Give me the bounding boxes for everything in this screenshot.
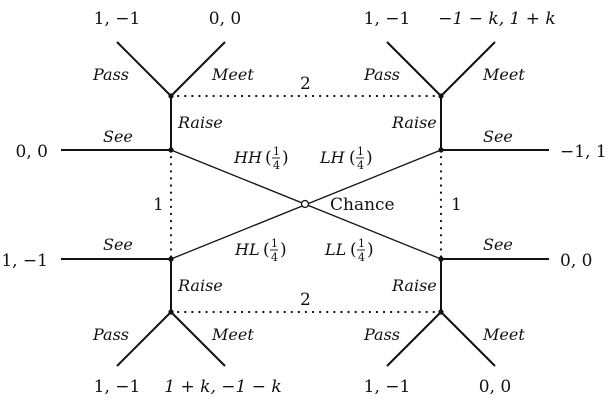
svg-text:1: 1 <box>357 145 364 158</box>
pass-edge-top-right <box>386 41 442 97</box>
chance-node <box>300 199 310 209</box>
svg-text:(: ( <box>263 240 270 260</box>
pass-edge-bottom-right <box>386 311 442 367</box>
svg-text:1: 1 <box>273 145 280 158</box>
payoff-bottom-right-pass: 1, −1 <box>364 377 411 397</box>
meet-edge-bottom-left <box>170 311 226 367</box>
action-label-see-lower-left: See <box>103 235 133 254</box>
node-p2-top-right <box>438 93 444 99</box>
info-set-bottom-label: 2 <box>300 290 311 310</box>
action-label-meet-top-left: Meet <box>211 65 254 84</box>
meet-edge-bottom-right <box>440 311 496 367</box>
action-label-see-lower-right: See <box>483 235 513 254</box>
svg-text:HH: HH <box>233 148 263 167</box>
action-label-raise-upper-right: Raise <box>391 113 437 132</box>
action-label-meet-bottom-right: Meet <box>482 325 525 344</box>
node-p2-bottom-left <box>168 309 174 315</box>
svg-text:): ) <box>366 148 373 168</box>
pass-edge-top-left <box>116 41 172 97</box>
action-label-raise-upper-left: Raise <box>177 113 223 132</box>
payoff-right-lower-see: 0, 0 <box>560 251 592 271</box>
svg-text:(: ( <box>350 240 357 260</box>
payoff-left-upper-see: 0, 0 <box>16 142 48 162</box>
payoff-bottom-right-meet: 0, 0 <box>479 377 511 397</box>
payoff-left-lower-see: 1, −1 <box>1 251 48 271</box>
payoff-top-left-pass: 1, −1 <box>94 9 141 29</box>
svg-text:1: 1 <box>271 237 278 250</box>
node-p1-lower-right <box>438 256 444 262</box>
payoff-top-right-meet: −1 − k, 1 + k <box>438 9 555 29</box>
action-label-raise-lower-right: Raise <box>391 276 437 295</box>
svg-text:(: ( <box>349 148 356 168</box>
meet-edge-top-right <box>440 41 496 97</box>
action-label-pass-top-left: Pass <box>92 65 129 84</box>
svg-text:LL: LL <box>324 240 346 259</box>
chance-branch-hl-label: HL ( 1 4 ) <box>234 237 287 264</box>
info-set-right-label: 1 <box>451 195 462 215</box>
action-label-pass-top-right: Pass <box>363 65 400 84</box>
svg-text:LH: LH <box>319 148 346 167</box>
meet-edge-top-left <box>170 41 226 97</box>
svg-text:HL: HL <box>234 240 260 259</box>
svg-text:1: 1 <box>358 237 365 250</box>
action-label-pass-bottom-right: Pass <box>363 325 400 344</box>
info-set-top-label: 2 <box>300 74 311 94</box>
node-p1-lower-left <box>168 256 174 262</box>
node-p1-upper-left <box>168 147 174 153</box>
action-label-meet-top-right: Meet <box>482 65 525 84</box>
payoff-bottom-left-pass: 1, −1 <box>94 377 141 397</box>
payoff-bottom-left-meet: 1 + k, −1 − k <box>164 377 281 397</box>
svg-text:): ) <box>282 148 289 168</box>
payoff-top-right-pass: 1, −1 <box>364 9 411 29</box>
node-p2-bottom-right <box>438 309 444 315</box>
action-label-see-upper-left: See <box>103 127 133 146</box>
svg-text:(: ( <box>265 148 272 168</box>
action-label-pass-bottom-left: Pass <box>92 325 129 344</box>
payoff-top-left-meet: 0, 0 <box>209 9 241 29</box>
svg-text:4: 4 <box>358 251 365 264</box>
chance-label: Chance <box>330 195 395 215</box>
action-label-meet-bottom-left: Meet <box>211 325 254 344</box>
pass-edge-bottom-left <box>116 311 172 367</box>
svg-text:4: 4 <box>273 159 280 172</box>
svg-text:4: 4 <box>357 159 364 172</box>
info-set-left-label: 1 <box>153 195 164 215</box>
chance-branch-lh-label: LH ( 1 4 ) <box>319 145 373 172</box>
svg-text:): ) <box>367 240 374 260</box>
chance-branch-ll-label: LL ( 1 4 ) <box>324 237 374 264</box>
action-label-see-upper-right: See <box>483 127 513 146</box>
svg-text:): ) <box>280 240 287 260</box>
chance-branch-hh-label: HH ( 1 4 ) <box>233 145 289 172</box>
node-p2-top-left <box>168 93 174 99</box>
svg-text:4: 4 <box>271 251 278 264</box>
action-label-raise-lower-left: Raise <box>177 276 223 295</box>
node-p1-upper-right <box>438 147 444 153</box>
payoff-right-upper-see: −1, 1 <box>560 142 607 162</box>
